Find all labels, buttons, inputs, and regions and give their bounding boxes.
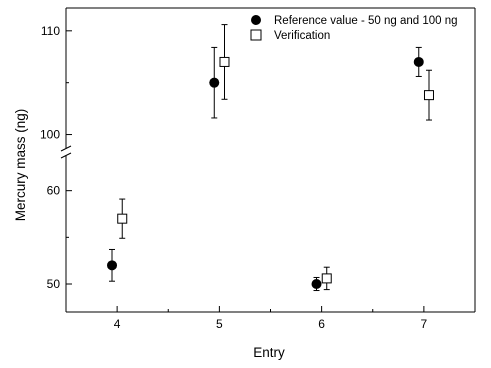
- data-point-reference: [209, 77, 220, 88]
- y-axis-title: Mercury mass (ng): [13, 109, 28, 222]
- x-tick-label: 5: [216, 317, 223, 331]
- error-bars: [109, 24, 432, 292]
- data-point-reference: [107, 260, 118, 271]
- x-tick-label: 6: [318, 317, 325, 331]
- data-point-verification: [219, 56, 230, 67]
- data-markers: [107, 56, 434, 289]
- ticks: 4 5 6 7 100 110 50 60: [40, 24, 428, 331]
- y-tick-label: 50: [47, 277, 61, 291]
- legend-label-reference: Reference value - 50 ng and 100 ng: [274, 15, 458, 27]
- data-point-reference: [311, 279, 322, 289]
- data-point-verification: [423, 90, 434, 101]
- data-point-verification: [321, 273, 332, 284]
- legend-marker-reference: [251, 15, 261, 25]
- axis-break-mark: [60, 145, 72, 152]
- y-tick-label: 110: [41, 24, 60, 38]
- axis-break-mark: [60, 152, 72, 159]
- data-point-reference: [413, 56, 424, 67]
- y-tick-label: 60: [47, 184, 61, 198]
- data-point-verification: [117, 213, 128, 224]
- x-axis-title: Entry: [253, 345, 285, 360]
- legend-marker-verification: [250, 29, 262, 41]
- x-tick-label: 4: [114, 317, 121, 331]
- axes: [60, 7, 476, 313]
- legend-label-verification: Verification: [274, 30, 330, 42]
- y-tick-label: 100: [40, 128, 60, 142]
- x-tick-label: 7: [421, 317, 428, 331]
- legend: Reference value - 50 ng and 100 ng Verif…: [250, 15, 458, 42]
